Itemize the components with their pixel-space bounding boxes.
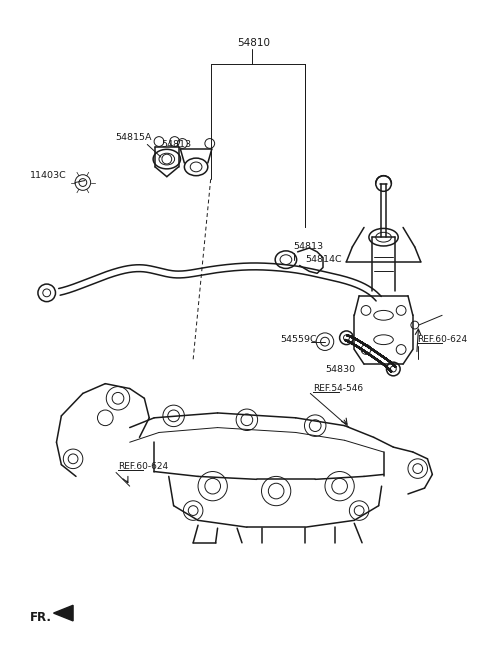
Text: REF.54-546: REF.54-546 — [313, 384, 363, 393]
Text: REF.60-624: REF.60-624 — [417, 335, 467, 344]
Text: 54813: 54813 — [161, 140, 191, 149]
Polygon shape — [54, 605, 73, 621]
Text: 54830: 54830 — [325, 365, 355, 373]
Text: 54559C: 54559C — [280, 335, 317, 344]
Text: 54813: 54813 — [294, 243, 324, 251]
Text: 54810: 54810 — [237, 38, 270, 48]
Text: 54815A: 54815A — [115, 133, 152, 142]
Text: 11403C: 11403C — [30, 171, 67, 180]
Text: REF.60-624: REF.60-624 — [118, 462, 168, 471]
Text: 54814C: 54814C — [305, 255, 342, 264]
Text: FR.: FR. — [30, 611, 52, 625]
